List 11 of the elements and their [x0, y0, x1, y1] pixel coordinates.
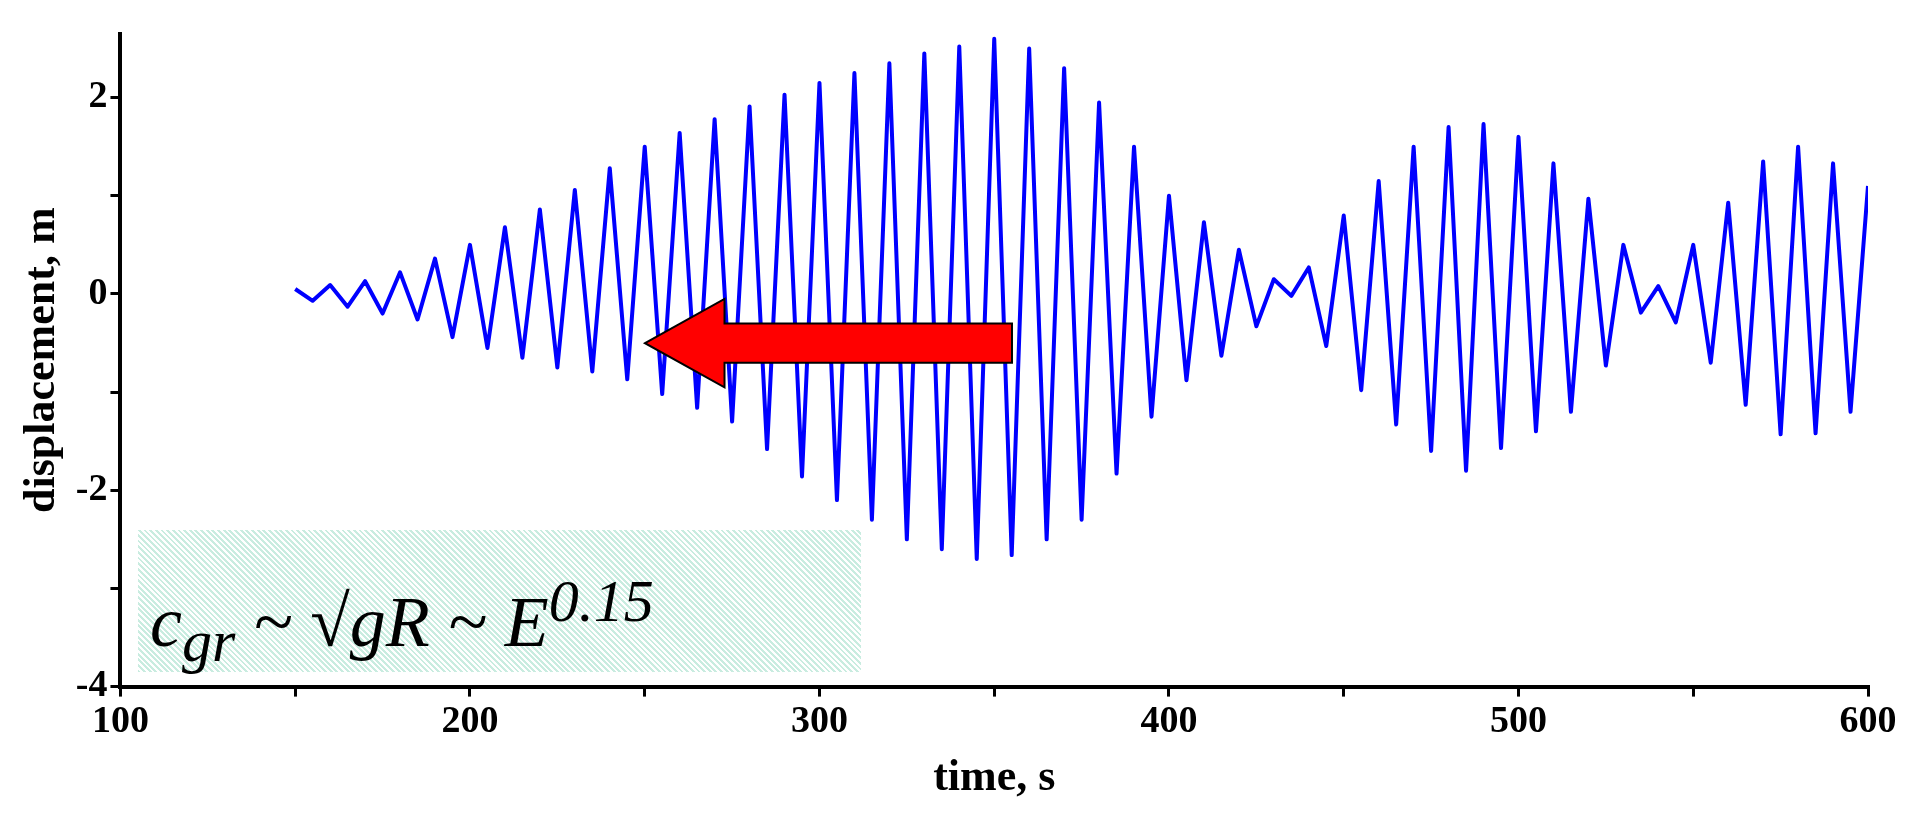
x-tick-label: 500: [1489, 698, 1547, 741]
x-tick-label: 400: [1140, 698, 1198, 741]
y-tick-label: 0: [88, 269, 108, 312]
x-tick-label: 300: [790, 698, 848, 741]
annotation: c$_{gr}$ ~ √gR ~ E$^{0.15}$: [149, 566, 654, 674]
x-tick-label: 600: [1839, 698, 1897, 741]
x-tick-label: 200: [441, 698, 499, 741]
y-tick-label: -2: [75, 466, 108, 509]
y-axis-title: displacement, m: [14, 207, 64, 513]
x-axis-title: time, s: [933, 750, 1056, 800]
y-tick-label: 2: [88, 73, 108, 116]
